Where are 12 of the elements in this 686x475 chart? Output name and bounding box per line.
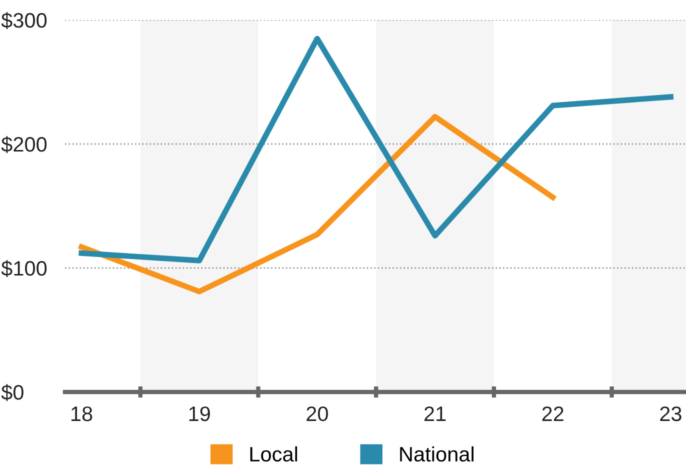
x-tick-label: 22 bbox=[542, 406, 564, 421]
x-tick-label: 20 bbox=[306, 406, 328, 422]
y-tick-label: $200 bbox=[1, 136, 47, 153]
legend-label: Local bbox=[250, 446, 298, 462]
y-tick-label: $300 bbox=[1, 12, 47, 29]
y-tick-label: $100 bbox=[1, 260, 47, 277]
legend-label: National bbox=[400, 446, 474, 462]
x-tick-label: 18 bbox=[72, 406, 92, 422]
y-tick-label: $0 bbox=[1, 384, 24, 401]
x-tick-label: 23 bbox=[660, 406, 682, 422]
x-tick-label: 19 bbox=[189, 406, 210, 422]
x-tick-label: 21 bbox=[424, 406, 446, 421]
